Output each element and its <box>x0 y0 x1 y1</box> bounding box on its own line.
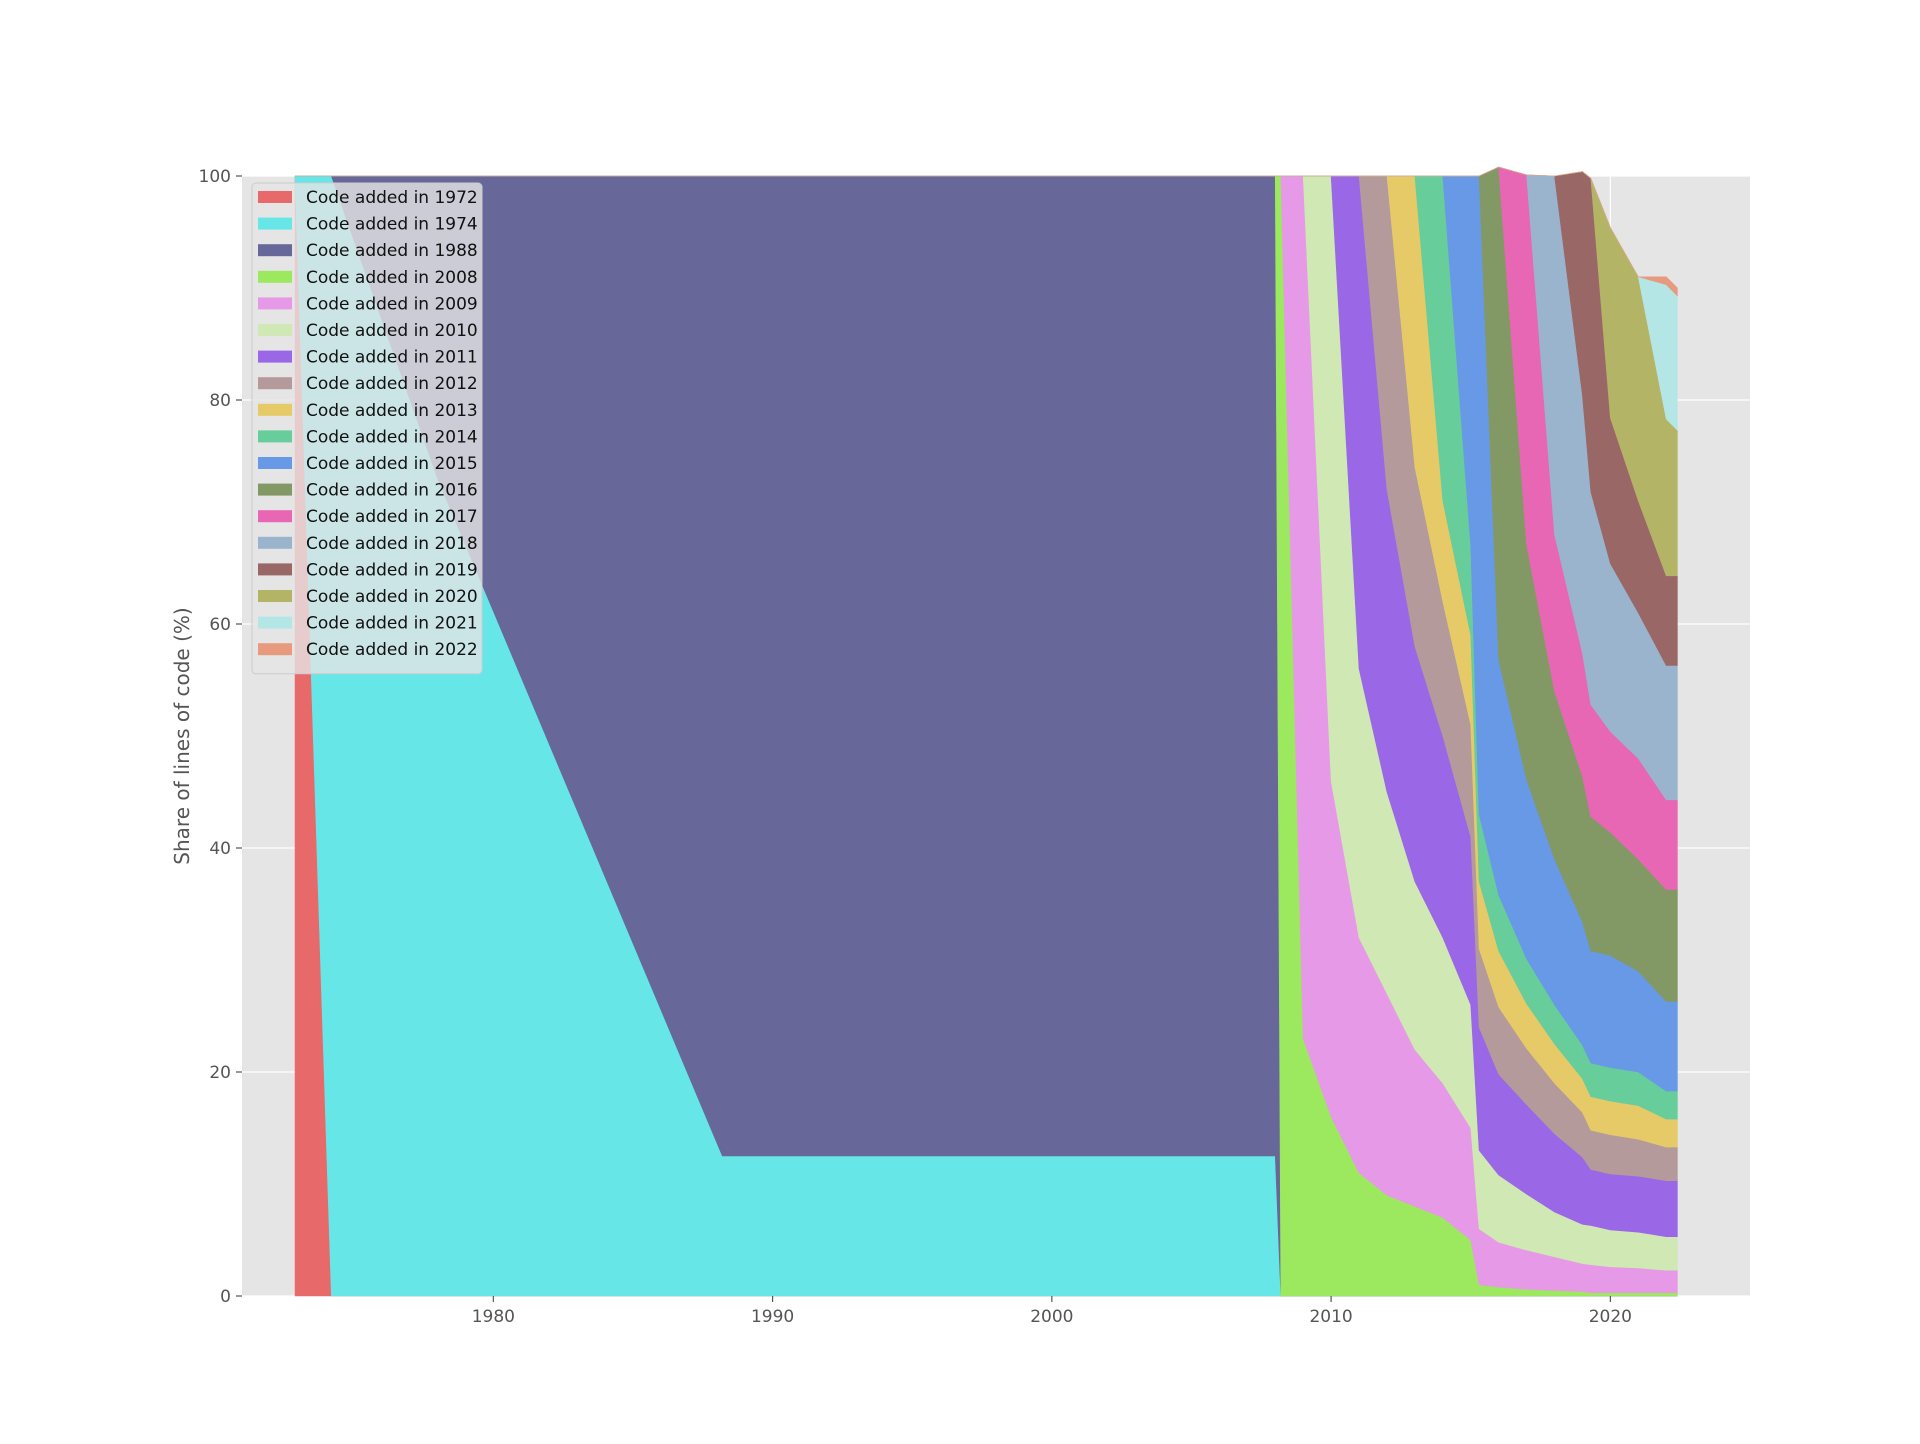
legend-swatch <box>258 297 292 310</box>
legend-label: Code added in 1972 <box>306 188 478 208</box>
legend-swatch <box>258 244 292 257</box>
legend-frame <box>251 182 483 675</box>
y-tick-label: 0 <box>220 1287 231 1307</box>
legend-swatch <box>258 191 292 203</box>
x-tick-label: 2020 <box>1589 1307 1632 1327</box>
legend-swatch <box>258 430 292 443</box>
x-tick-label: 1990 <box>751 1307 794 1327</box>
legend-label: Code added in 2013 <box>306 401 478 421</box>
legend-swatch <box>258 377 292 390</box>
legend-swatch <box>258 616 292 629</box>
legend-swatch <box>258 643 292 656</box>
legend-swatch <box>258 457 292 469</box>
legend-label: Code added in 1974 <box>306 215 478 235</box>
axes: 0 20 40 60 80 100 1980 1990 2000 2010 2020 <box>199 167 1632 1327</box>
legend-swatch <box>258 217 292 230</box>
legend-swatch <box>258 403 292 416</box>
y-tick-label: 80 <box>209 391 231 411</box>
legend-swatch <box>258 483 292 496</box>
legend-label: Code added in 2020 <box>306 587 478 607</box>
legend-label: Code added in 2018 <box>306 534 478 554</box>
legend-swatch <box>258 350 292 363</box>
legend-swatch <box>258 270 292 283</box>
legend-label: Code added in 2012 <box>306 374 478 394</box>
legend-label: Code added in 2017 <box>306 507 478 527</box>
legend-label: Code added in 2019 <box>306 560 478 580</box>
legend-label: Code added in 2022 <box>306 640 478 660</box>
y-tick-label: 40 <box>209 839 231 859</box>
legend-label: Code added in 2011 <box>306 348 478 368</box>
y-tick-label: 60 <box>209 615 231 635</box>
legend-label: Code added in 2014 <box>306 427 478 447</box>
x-tick-label: 2010 <box>1309 1307 1352 1327</box>
x-tick-label: 2000 <box>1030 1307 1073 1327</box>
legend-label: Code added in 2009 <box>306 294 478 314</box>
area-series-group <box>294 166 1678 1297</box>
legend-label: Code added in 2008 <box>306 268 478 288</box>
y-tick-label: 20 <box>209 1063 231 1083</box>
legend-label: Code added in 2021 <box>306 614 478 634</box>
y-axis-title: Share of lines of code (%) <box>170 607 194 864</box>
legend-label: Code added in 2010 <box>306 321 478 341</box>
legend-swatch <box>258 563 292 576</box>
legend-swatch <box>258 324 292 336</box>
y-tick-label: 100 <box>199 167 231 187</box>
legend: Code added in 1972 Code added in 1974 Code… <box>251 182 483 675</box>
legend-label: Code added in 2016 <box>306 481 478 501</box>
legend-swatch <box>258 510 292 523</box>
legend-label: Code added in 1988 <box>306 241 478 261</box>
x-tick-label: 1980 <box>472 1307 515 1327</box>
legend-label: Code added in 2015 <box>306 454 478 474</box>
area-series <box>295 166 1678 297</box>
legend-swatch <box>258 590 292 602</box>
legend-swatch <box>258 536 292 549</box>
